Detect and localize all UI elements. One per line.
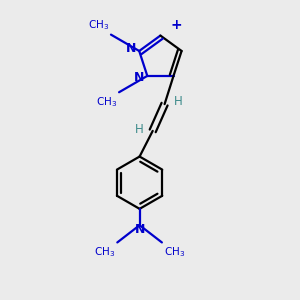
Text: CH$_3$: CH$_3$ [94,245,115,259]
Text: N: N [134,223,145,236]
Text: H: H [174,95,182,108]
Text: +: + [171,18,183,32]
Text: H: H [135,123,144,136]
Text: CH$_3$: CH$_3$ [164,245,185,259]
Text: N: N [126,42,136,55]
Text: CH$_3$: CH$_3$ [96,95,118,109]
Text: CH$_3$: CH$_3$ [88,18,109,32]
Text: N: N [134,71,144,84]
